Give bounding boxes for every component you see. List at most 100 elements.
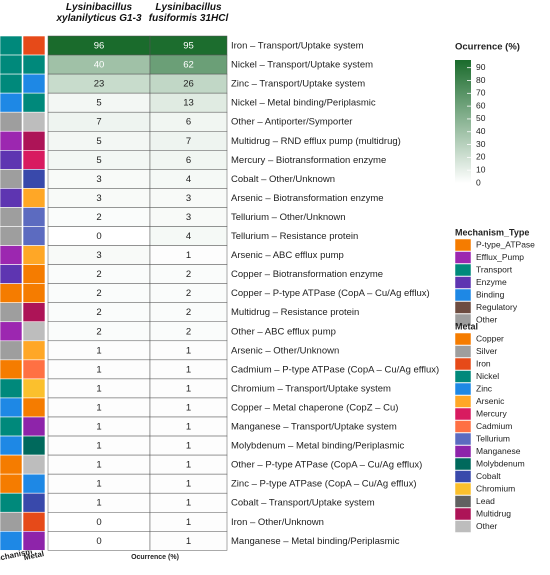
legend-label: Manganese [476,446,521,456]
annotation-cell [0,511,23,532]
annotation-cell [22,73,46,94]
cell-label: 2 [186,288,191,299]
legend-swatch [454,445,472,458]
legend-label: Zinc [476,383,493,393]
annotation-cell [22,378,46,399]
annotation-cell [0,130,23,151]
column-header: Lysinibacillus xylanilyticus G1-3 [56,2,142,24]
legend-label: Iron [476,358,491,368]
legend-swatch [454,507,472,521]
annotation-cell [0,111,23,132]
legend-swatch [454,382,472,396]
annotation-cell [22,340,46,361]
colorbar-tick-label: 40 [476,126,486,136]
legend-swatch [454,457,472,471]
legend-swatch [454,470,472,483]
annotation-cell [22,226,46,246]
annotation-cell [22,207,46,227]
legend-swatch [454,345,472,358]
row-label: Arsenic – ABC efflux pump [231,250,344,261]
legend-swatch [454,482,472,496]
legend-title: Metal [455,321,478,331]
cell-label: 6 [186,155,191,166]
annotation-cell [0,359,23,380]
legend-swatch [454,301,472,314]
cell-label: 1 [186,498,191,509]
cell-label: 3 [96,193,101,204]
colorbar [455,60,471,183]
annotation-cell [22,416,46,437]
row-label: Cobalt – Other/Unknown [231,174,335,185]
legend-label: Tellurium [476,433,510,443]
row-label: Manganese – Transport/Uptake system [231,422,397,433]
cell-label: 96 [94,41,105,52]
cell-label: 4 [186,231,191,242]
annotation-cell [0,454,23,475]
cell-label: 40 [94,60,105,71]
legend-swatch [454,495,472,508]
colorbar-title: Ocurrence (%) [455,42,520,53]
legend-swatch [454,288,472,302]
annotation-cell [0,35,23,56]
annotation-cell [0,226,23,246]
annotation-cell [0,150,23,170]
cell-label: 1 [186,345,191,356]
cell-label: 4 [186,174,191,185]
legend-swatch [454,238,472,252]
row-label: Zinc – P-type ATPase (CopA – Cu/Ag efflu… [231,479,417,490]
annotation-cell [22,359,46,380]
legend-swatch [454,520,472,533]
row-label: Other – ABC efflux pump [231,326,336,337]
annotation-cell [22,454,46,475]
row-label: Arsenic – Other/Unknown [231,345,339,356]
annotation-cell [22,473,46,494]
cell-label: 0 [96,517,101,528]
cell-label: 5 [96,155,101,166]
cell-label: 1 [186,422,191,433]
row-label: Tellurium – Resistance protein [231,231,358,242]
legend-swatch [454,251,472,264]
cell-label: 1 [186,479,191,490]
row-label: Cadmium – P-type ATPase (CopA – Cu/Ag ef… [231,364,439,375]
annotation-cell [22,302,46,323]
cell-label: 3 [186,212,191,223]
annotation-cell [22,188,46,208]
cell-label: 1 [186,402,191,413]
annotation-cell [0,264,23,284]
legend-label: Enzyme [476,277,507,287]
legend-swatch [454,370,472,383]
row-label: Zinc – Transport/Uptake system [231,79,365,90]
row-label: Copper – Biotransformation enzyme [231,269,383,280]
column-header: Lysinibacillus fusiformis 31HCl [148,2,229,24]
legend-label: Molybdenum [476,458,525,468]
annotation-cell [22,321,46,342]
colorbar-tick-label: 10 [476,164,486,174]
row-label: Iron – Other/Unknown [231,517,324,528]
cell-label: 1 [186,441,191,452]
annotation-cell [0,530,23,551]
cell-label: 7 [96,117,101,128]
cell-label: 2 [186,326,191,337]
legend-swatch [454,407,472,421]
row-label: Other – Antiporter/Symporter [231,117,352,128]
legend-label: Other [476,521,497,531]
cell-label: 1 [96,441,101,452]
cell-label: 1 [96,460,101,471]
annotation-cell [0,207,23,227]
legend-swatch [454,313,472,327]
legend-label: Silver [476,346,497,356]
legend-label: Other [476,314,497,324]
cell-label: 13 [183,98,194,109]
cell-label: 2 [96,307,101,318]
annotation-cell [22,283,46,303]
legend-swatch [454,332,472,346]
cell-label: 1 [186,460,191,471]
legend-title: Mechanism_Type [455,227,529,237]
cell-label: 2 [96,269,101,280]
colorbar-tick-label: 50 [476,113,486,123]
cell-label: 1 [96,364,101,375]
annotation-cell [22,54,46,75]
cell-label: 1 [96,422,101,433]
